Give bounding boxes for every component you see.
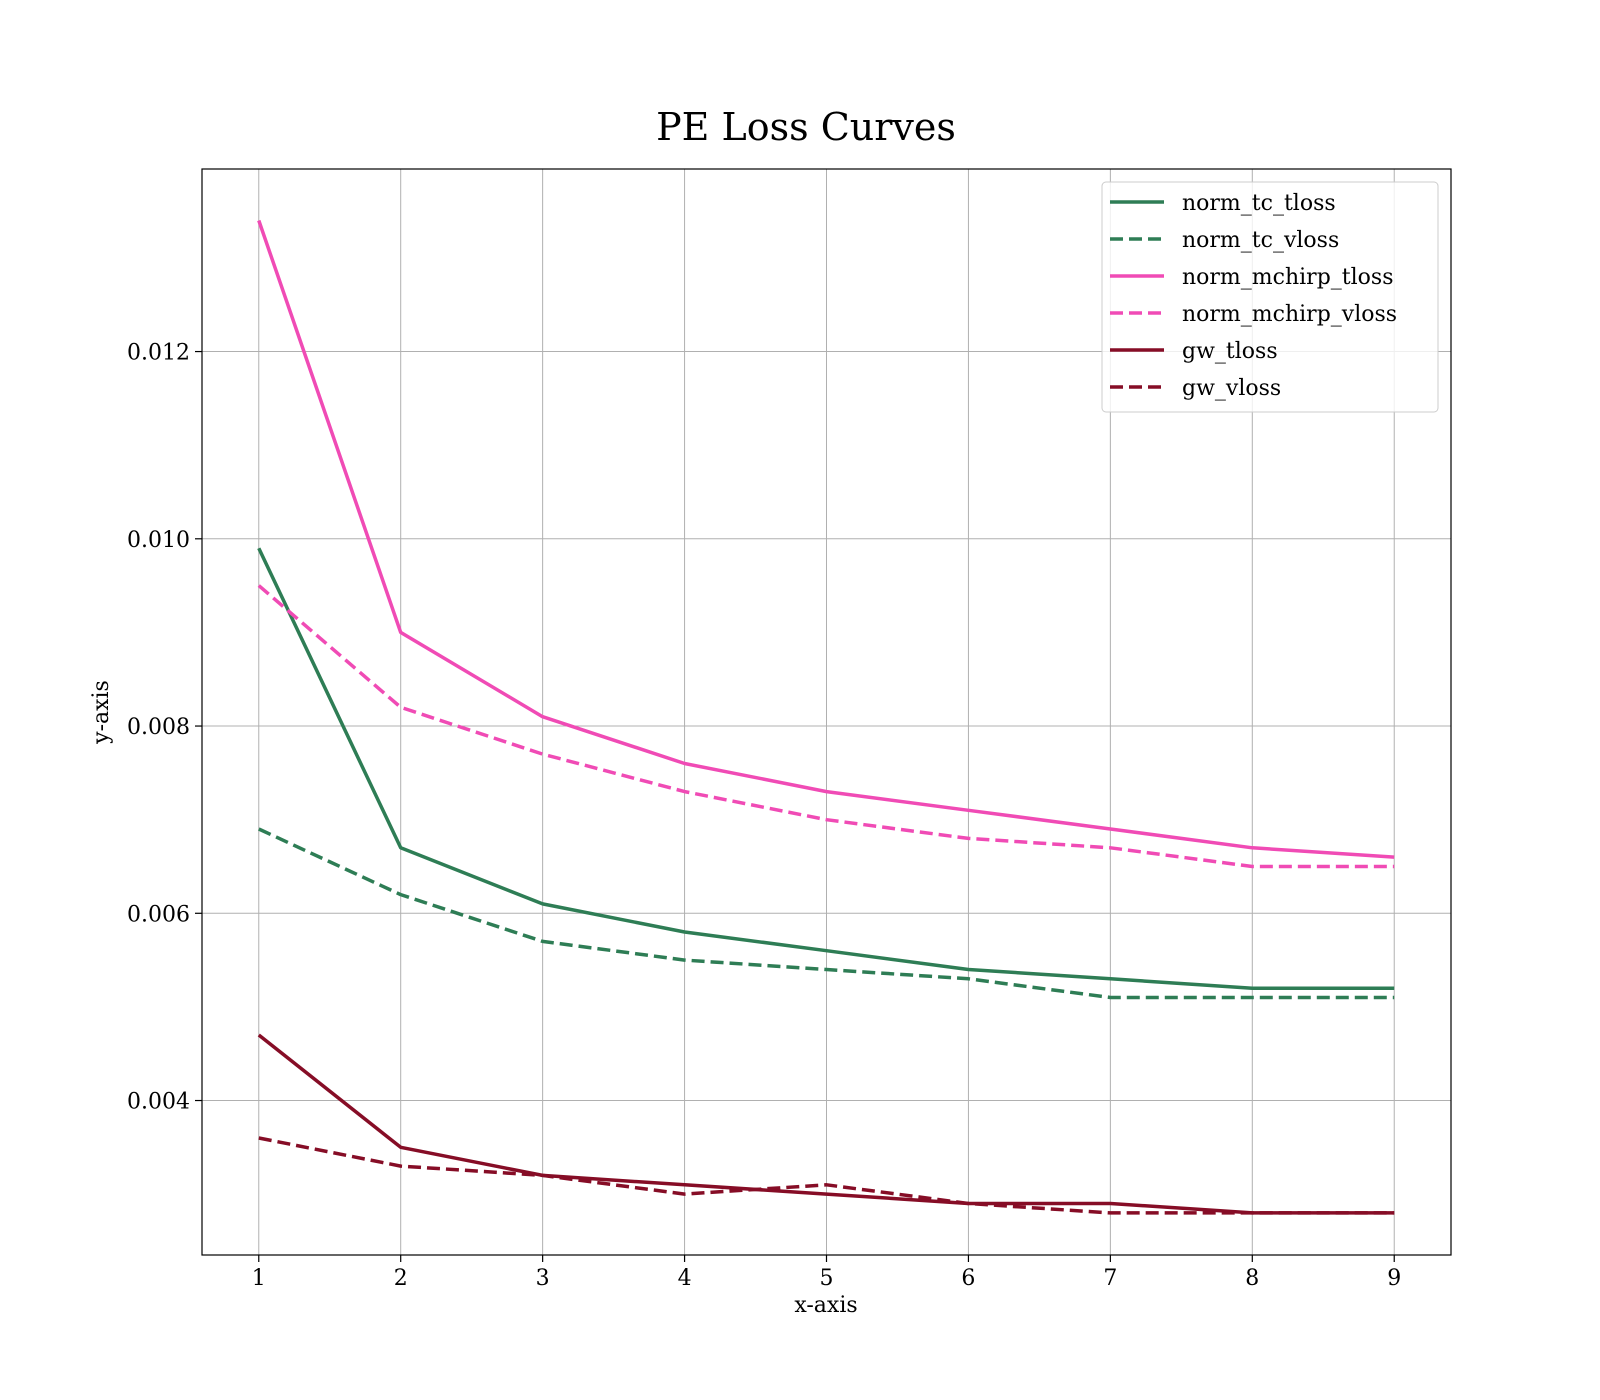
- series-line-norm-mchirp-vloss: [257, 584, 1395, 869]
- x-tick-label: 5: [820, 1266, 834, 1291]
- legend: norm_tc_tloss norm_tc_vloss norm_mchirp_tl…: [1101, 181, 1439, 413]
- legend-label: norm_tc_vloss: [1182, 228, 1339, 253]
- y-axis-label: y-axis: [89, 680, 114, 745]
- x-tick-label: 7: [1103, 1266, 1117, 1291]
- series-lines: [257, 219, 1395, 1215]
- legend-label: gw_tloss: [1182, 339, 1278, 364]
- x-tick-label: 3: [536, 1266, 550, 1291]
- legend-box: [1101, 181, 1439, 413]
- x-tick-label: 4: [678, 1266, 692, 1291]
- series-line-norm-mchirp-tloss: [257, 219, 1395, 859]
- chart-title: PE Loss Curves: [656, 105, 956, 149]
- y-tick-label: 0.010: [127, 528, 190, 553]
- y-tick-label: 0.012: [127, 341, 190, 366]
- x-axis-label: x-axis: [794, 1293, 857, 1318]
- y-tick-label: 0.008: [127, 715, 190, 740]
- series-line-norm-tc-vloss: [258, 827, 1395, 1000]
- legend-label: norm_mchirp_tloss: [1182, 265, 1393, 290]
- x-tick-label: 1: [252, 1266, 266, 1291]
- legend-label: gw_vloss: [1182, 376, 1281, 401]
- x-tick-label: 2: [394, 1266, 408, 1291]
- series-line-gw-tloss: [257, 1033, 1395, 1215]
- x-tick-label: 8: [1245, 1266, 1259, 1291]
- series-line-gw-vloss: [258, 1136, 1395, 1215]
- y-tick-label: 0.006: [127, 902, 190, 927]
- y-axis-ticks: 0.004 0.006 0.008 0.010 0.012: [127, 341, 202, 1115]
- x-axis-ticks: 1 2 3 4 5 6 7 8 9: [252, 1255, 1401, 1291]
- x-tick-label: 9: [1387, 1266, 1401, 1291]
- y-tick-label: 0.004: [127, 1090, 190, 1115]
- x-tick-label: 6: [961, 1266, 975, 1291]
- legend-label: norm_mchirp_vloss: [1182, 302, 1397, 327]
- series-line-norm-tc-tloss: [257, 547, 1395, 990]
- legend-label: norm_tc_tloss: [1182, 191, 1336, 216]
